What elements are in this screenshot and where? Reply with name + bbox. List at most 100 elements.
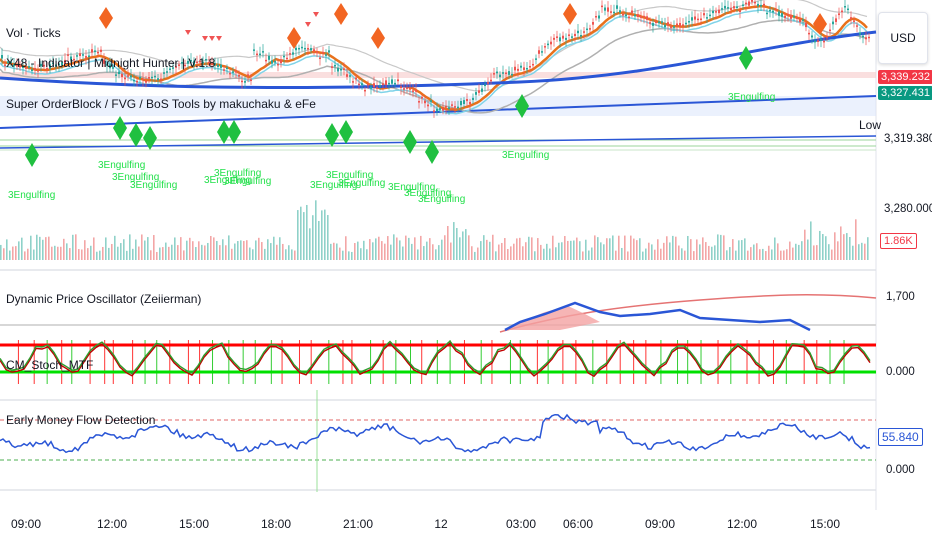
- volume-bar: [195, 247, 197, 260]
- volume-bar: [219, 245, 221, 260]
- volume-bar: [549, 248, 551, 260]
- volume-bar: [756, 243, 758, 260]
- candle-body: [106, 63, 108, 66]
- volume-bar: [189, 237, 191, 260]
- candle-body: [427, 104, 429, 107]
- candle-body: [274, 61, 276, 63]
- volume-bar: [237, 241, 239, 260]
- legend-x48-indicator[interactable]: X48 - Indicator | Midnight Hunter | V.1.…: [6, 56, 216, 70]
- candle-body: [688, 21, 690, 23]
- volume-bar: [360, 248, 362, 260]
- volume-bar: [138, 246, 140, 260]
- candle-body: [7, 61, 9, 63]
- volume-bar: [507, 248, 509, 260]
- volume-bar: [333, 242, 335, 260]
- candle-body: [373, 83, 375, 88]
- volume-bar: [642, 251, 644, 260]
- candle-body: [421, 96, 423, 99]
- volume-bar: [78, 249, 80, 260]
- candle-body: [445, 106, 447, 108]
- candle-body: [439, 108, 441, 110]
- volume-bar: [228, 235, 230, 260]
- volume-bar: [291, 249, 293, 260]
- volume-bar: [300, 206, 302, 260]
- candle-body: [40, 63, 42, 67]
- volume-bar: [84, 240, 86, 260]
- candle-body: [376, 87, 378, 89]
- candle-body: [820, 39, 822, 41]
- dpo-scale-top: 1,700: [886, 291, 915, 303]
- volume-bar: [324, 209, 326, 260]
- candle-body: [562, 35, 564, 39]
- volume-bar: [621, 247, 623, 260]
- volume-bar: [837, 241, 839, 260]
- candle-body: [580, 34, 582, 37]
- candle-body: [169, 68, 171, 70]
- candle-body: [805, 22, 807, 28]
- candle-body: [745, 2, 747, 5]
- buy-signal-marker: [425, 140, 439, 164]
- volume-bar: [630, 235, 632, 260]
- candle-body: [409, 88, 411, 90]
- volume-bar: [567, 240, 569, 260]
- second-price-pill: 3,327.431: [878, 86, 932, 100]
- volume-bar: [504, 238, 506, 260]
- volume-bar: [603, 244, 605, 260]
- candle-body: [70, 56, 72, 60]
- volume-bar: [168, 246, 170, 260]
- candle-body: [412, 90, 414, 92]
- candle-body: [481, 88, 483, 92]
- volume-bar: [573, 240, 575, 260]
- candle-body: [799, 18, 801, 23]
- volume-bar: [627, 251, 629, 260]
- candle-body: [148, 77, 150, 79]
- volume-bar: [126, 250, 128, 260]
- candle-body: [490, 79, 492, 82]
- currency-button[interactable]: USD: [878, 12, 928, 64]
- candle-body: [826, 36, 828, 38]
- dpo-title[interactable]: Dynamic Price Oscillator (Zeiierman): [6, 292, 202, 306]
- stoch-title[interactable]: CM_Stoch_MTF: [6, 358, 94, 372]
- volume-bar: [789, 241, 791, 260]
- candle-body: [226, 67, 228, 70]
- candle-body: [4, 64, 6, 66]
- volume-bar: [828, 244, 830, 260]
- engulfing-label: 3Engulfing: [338, 178, 386, 189]
- volume-bar: [759, 249, 761, 260]
- volume-bar: [525, 242, 527, 260]
- volume-bar: [495, 251, 497, 260]
- candle-body: [355, 77, 357, 80]
- legend-super-orderblock[interactable]: Super OrderBlock / FVG / BoS Tools by ma…: [6, 97, 316, 111]
- volume-bar: [39, 236, 41, 260]
- emfd-title[interactable]: Early Money Flow Detection: [6, 413, 156, 427]
- candle-body: [763, 3, 765, 6]
- candle-body: [646, 16, 648, 20]
- candle-body: [709, 14, 711, 17]
- volume-bar: [477, 247, 479, 260]
- volume-bar: [345, 236, 347, 260]
- candle-body: [100, 49, 102, 52]
- volume-bar: [639, 238, 641, 260]
- volume-bar: [285, 249, 287, 260]
- candle-body: [520, 65, 522, 68]
- volume-bar: [336, 243, 338, 260]
- candle-body: [451, 104, 453, 106]
- price-level-3280: 3,280.000: [884, 203, 932, 215]
- volume-bar: [864, 243, 866, 260]
- time-label: 12: [434, 517, 448, 531]
- candle-body: [811, 35, 813, 38]
- volume-bar: [765, 251, 767, 260]
- candle-body: [295, 47, 297, 51]
- candle-body: [691, 17, 693, 21]
- emfd-scale-bottom: 0.000: [886, 464, 915, 476]
- legend-vol-ticks[interactable]: Vol · Ticks: [6, 26, 61, 40]
- volume-bar: [588, 250, 590, 260]
- volume-bar: [705, 242, 707, 260]
- volume-bar: [651, 244, 653, 260]
- volume-bar: [708, 245, 710, 260]
- candle-body: [502, 72, 504, 74]
- candle-body: [313, 49, 315, 52]
- volume-bar: [261, 242, 263, 260]
- volume-bar: [444, 235, 446, 260]
